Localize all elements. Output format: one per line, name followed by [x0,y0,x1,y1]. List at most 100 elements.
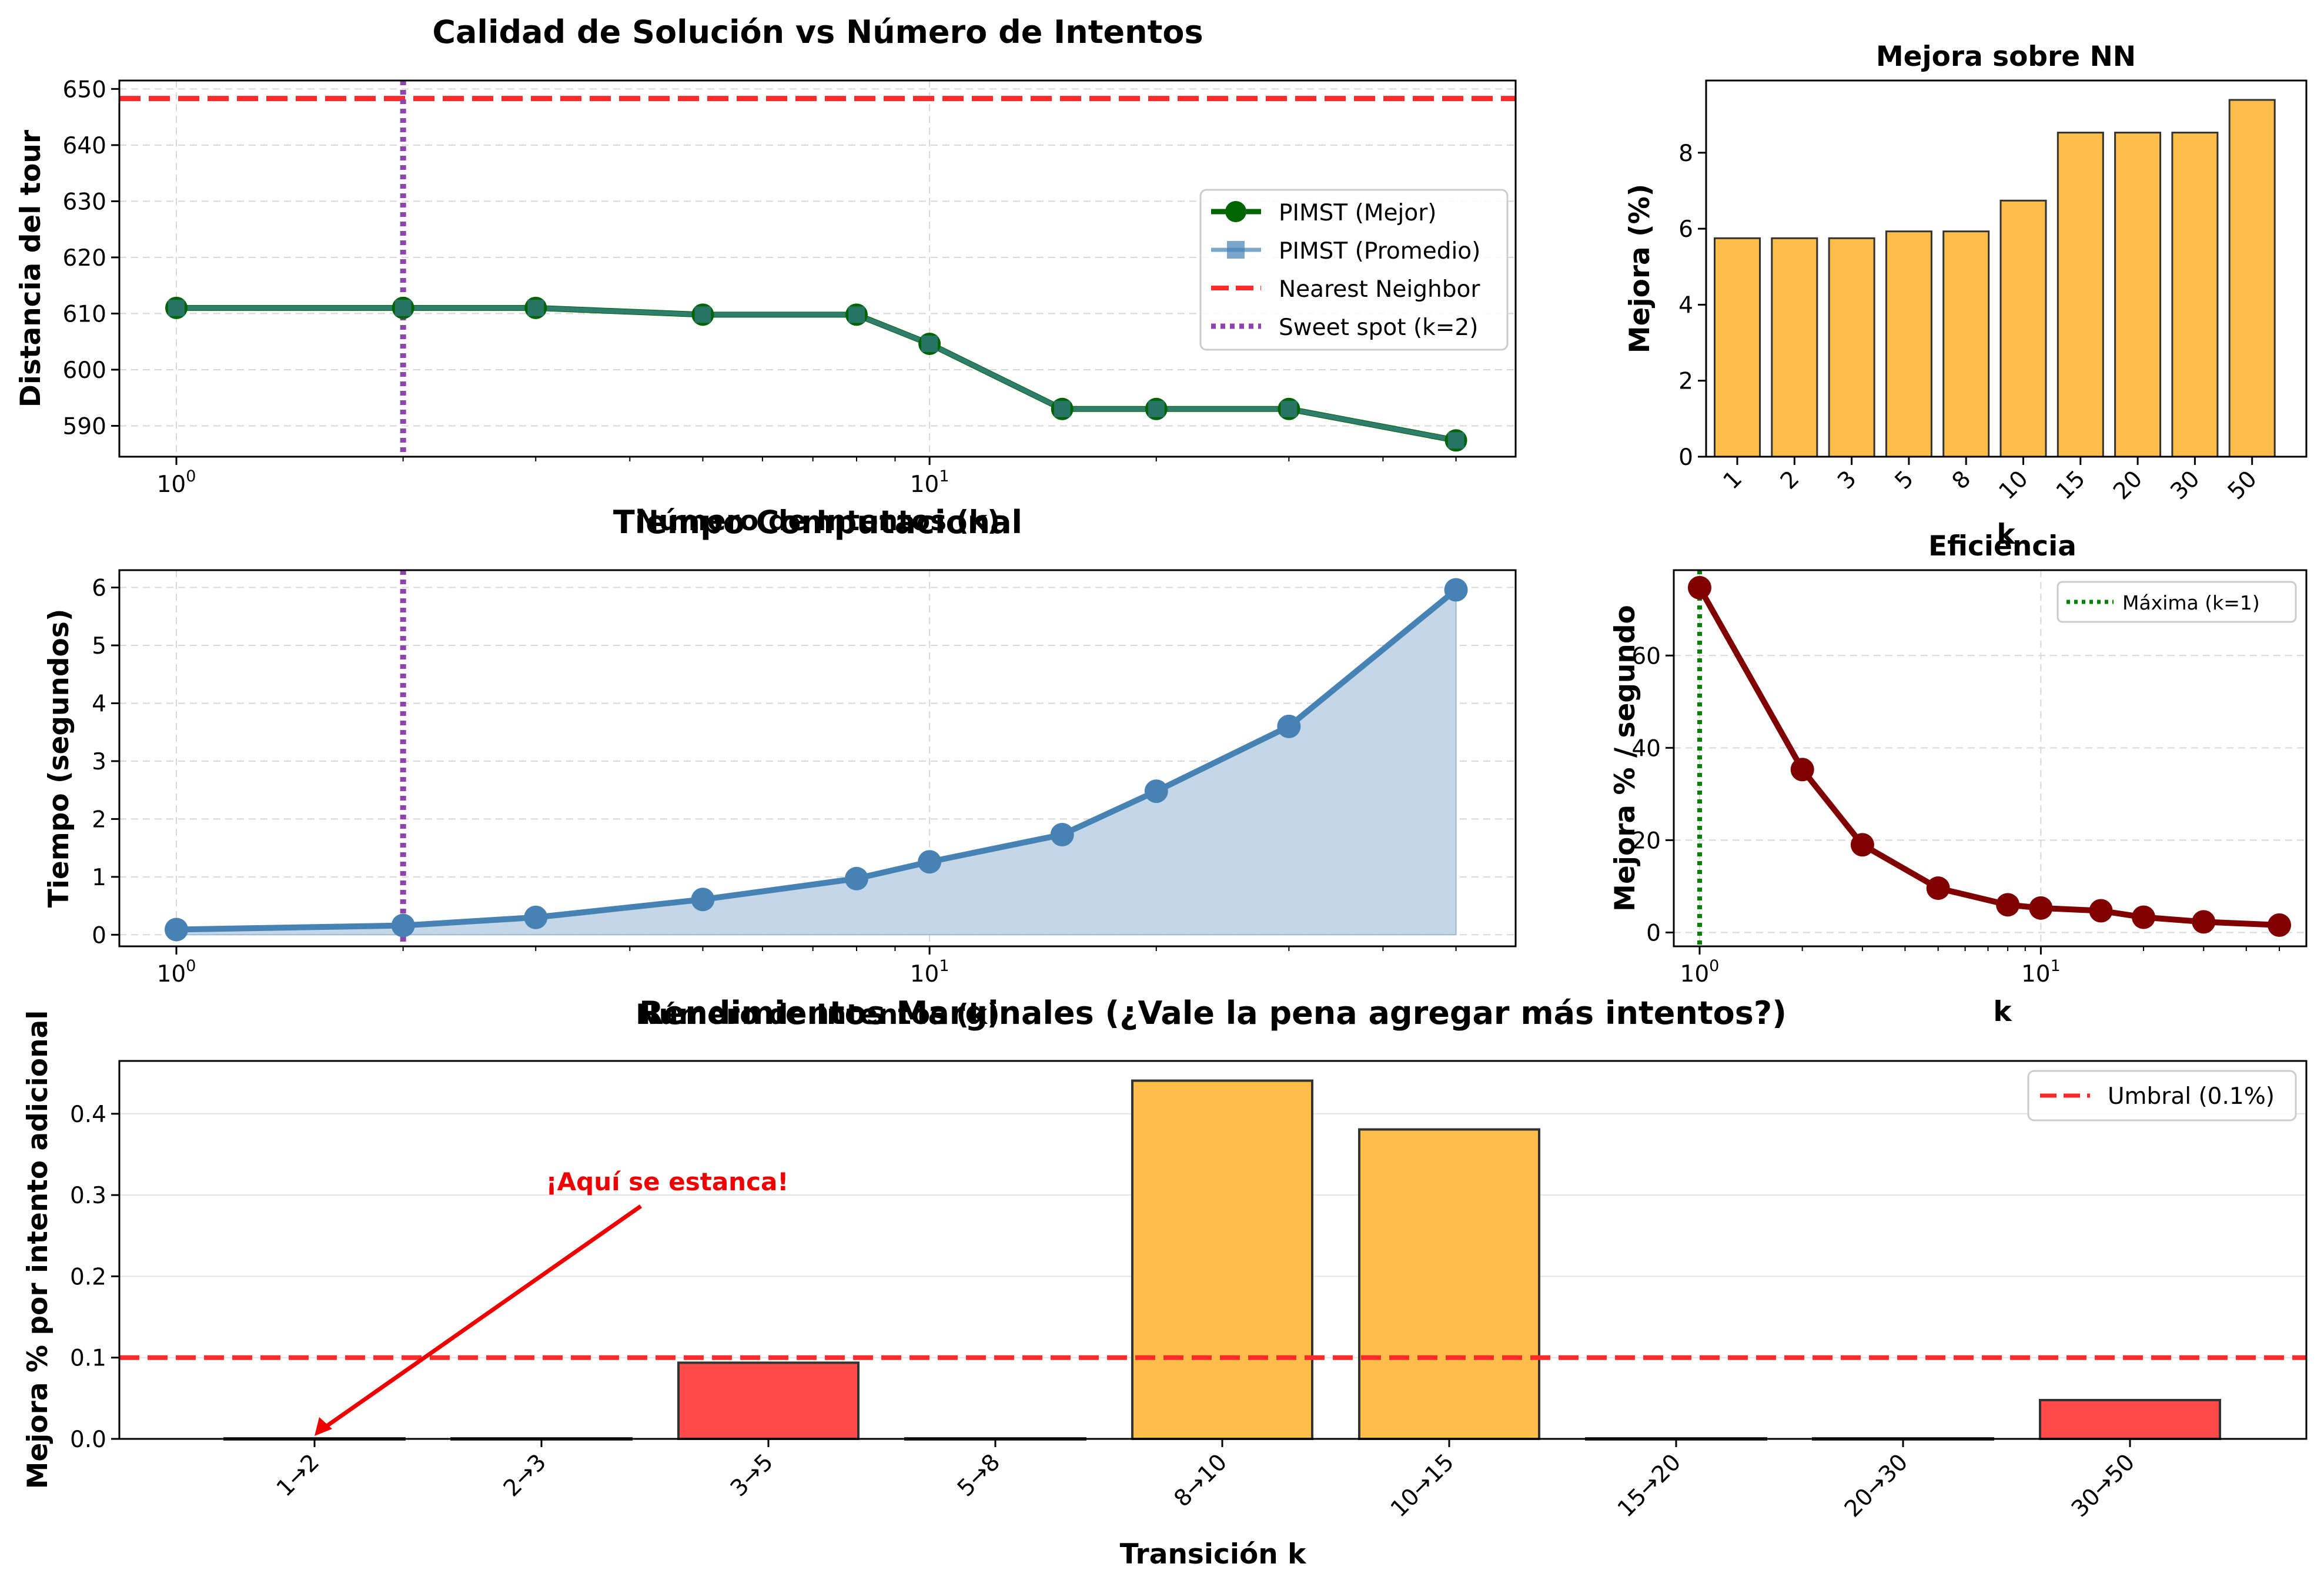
legend-label-best: PIMST (Mejor) [1279,200,1436,226]
time-data-point [524,905,548,929]
quality-ytick-label: 650 [63,76,106,103]
quality-ytick-label: 610 [63,301,106,327]
improvement-bar [1885,230,1932,458]
time-axes-frame [118,569,1517,947]
marginal-chart: 0.00.10.20.30.41→2 2→3 3→5 5→8 8→10 10→15 15→2… [22,995,2308,1571]
legend-label-max: Máxima (k=1) [2122,591,2260,614]
quality-ytick-label: 590 [63,413,106,440]
time-title: Tiempo Computacional [613,504,1022,541]
marginal-legend: Umbral (0.1%) [2027,1070,2297,1121]
improvement-bar [1942,230,1990,458]
efficiency-data-point [1790,758,1814,782]
time-data-point [1277,714,1301,738]
time-ytick-label: 5 [92,633,106,659]
quality-legend-box [1199,189,1509,351]
quality-ytick-label: 620 [63,245,106,272]
improvement-bar [1714,237,1761,458]
data-point-average [1148,400,1165,417]
annotation-arrow-line [317,1204,643,1433]
time-data-point [391,913,415,938]
improvement-bar [1999,199,2047,458]
efficiency-data-point [2192,910,2216,934]
marginal-bar [1131,1079,1313,1441]
marginal-bar [677,1361,860,1440]
efficiency-data-point [2089,899,2113,923]
legend-marker-avg [1227,241,1245,259]
data-point-average [848,306,865,323]
efficiency-ytick-label: 0 [1646,920,1661,946]
data-point-average [394,299,412,316]
time-ytick-label: 6 [92,575,106,602]
legend-label-nn: Nearest Neighbor [1279,276,1480,303]
efficiency-data-point [1687,575,1711,600]
quality-ylabel: Distancia del tour [15,129,47,407]
time-data-point [844,866,868,890]
data-point-average [694,306,711,323]
marginal-title: Rendimientos Marginales (¿Vale la pena a… [639,995,1787,1032]
efficiency-ytick-label: 40 [1631,735,1661,762]
quality-ytick-label: 600 [63,357,106,384]
legend-label-sweet: Sweet spot (k=2) [1279,314,1478,341]
efficiency-xtick-label: 101 [2021,957,2061,987]
improvement-ytick-label: 0 [1678,444,1693,471]
quality-xtick-label: 100 [157,467,196,498]
improvement-bar [1771,237,1818,458]
time-data-point [691,888,715,912]
time-xtick-label: 101 [910,957,949,987]
marginal-ylabel: Mejora % por intento adicional [22,1010,54,1489]
marginal-ytick-label: 0.3 [70,1183,106,1209]
data-point-average [527,299,544,316]
marginal-axes-frame [118,1060,2308,1440]
efficiency-title: Eficiencia [1928,530,2076,563]
time-chart: 0 1 2 3 4 5 6 100 101 Tiempo Computacional Númer… [43,504,1517,1031]
improvement-ytick-label: 2 [1678,369,1693,395]
time-ytick-label: 0 [92,922,106,949]
quality-ytick-label: 630 [63,189,106,215]
time-data-point [1050,822,1074,846]
improvement-axes-frame [1705,79,2308,458]
time-ytick-label: 1 [92,865,106,891]
data-point-average [1447,432,1464,449]
marginal-bar [1358,1128,1540,1440]
legend-marker-best [1225,201,1246,222]
time-series-line [176,587,1458,933]
quality-legend: PIMST (Mejor) PIMST (Promedio) Nearest N… [1199,189,1509,351]
time-ylabel: Tiempo (segundos) [43,609,75,908]
time-data-point [918,850,942,874]
quality-chart: 590 600 610 620 630 640 650 100 101 Calidad de S… [15,14,1517,537]
marginal-ytick-label: 0.4 [70,1101,106,1128]
efficiency-axes-frame [1673,569,2308,947]
efficiency-legend-box [2057,581,2297,623]
marginal-legend-box [2027,1070,2297,1121]
time-data-point [165,918,189,942]
efficiency-chart: 0 20 40 60 100 101 Eficiencia k Mejora % / se… [1609,530,2308,1028]
improvement-title: Mejora sobre NN [1876,41,2136,73]
efficiency-xlabel: k [1993,996,2012,1028]
efficiency-data-point [2268,913,2292,937]
efficiency-line [1697,586,2280,928]
data-point-average [168,299,185,316]
quality-title: Calidad de Solución vs Número de Intento… [432,14,1203,51]
marginal-ytick-label: 0.0 [70,1427,106,1453]
efficiency-ytick-label: 20 [1631,828,1661,854]
annotation-arrowhead [315,1417,332,1436]
improvement-ylabel: Mejora (%) [1624,184,1656,353]
time-xlabel: Número de Intentos (k) [636,999,999,1031]
improvement-ytick-label: 4 [1678,292,1693,319]
annotation-text: ¡Aquí se estanca! [546,1167,789,1196]
marginal-ytick-label: 0.2 [70,1264,106,1290]
data-point-average [1280,400,1298,417]
marginal-bar [2039,1399,2221,1440]
time-xtick-label: 100 [157,957,196,987]
quality-xlabel: Número de Intentos (k) [636,505,999,537]
improvement-bar [1828,237,1875,458]
efficiency-data-point [1926,876,1950,900]
improvement-bar [2057,132,2104,458]
improvement-bar [2114,132,2162,458]
efficiency-legend: Máxima (k=1) [2057,581,2297,623]
data-point-average [1054,400,1071,417]
marginal-xlabel: Transición k [1120,1538,1307,1571]
data-point-average [921,336,938,352]
